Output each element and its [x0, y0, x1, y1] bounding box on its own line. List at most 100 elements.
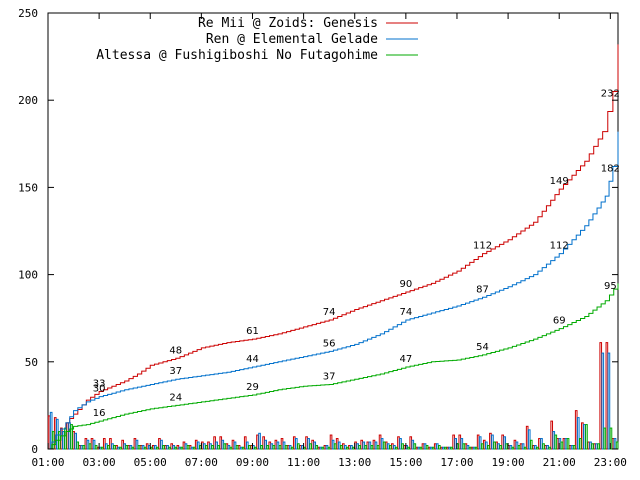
bar-s2-45 [327, 446, 331, 450]
bar-s2-61 [425, 445, 429, 450]
bar-s2-28 [223, 443, 227, 450]
bar-s2-63 [438, 445, 441, 450]
x-tick-label-1: 03:00 [83, 456, 116, 469]
bar-s2-34 [260, 445, 263, 450]
data-label-s2-0: 16 [93, 408, 106, 419]
series-line-1 [48, 131, 619, 450]
bar-s2-59 [413, 443, 417, 450]
legend: Re Mii @ Zoids: Genesis Ren @ Elemental … [96, 16, 418, 63]
bar-s2-46 [333, 443, 337, 450]
bar-s2-65 [450, 446, 453, 450]
x-tick-label-8: 17:00 [440, 456, 473, 469]
bar-s2-55 [388, 445, 392, 450]
data-label-s0-4: 90 [399, 279, 412, 290]
bar-s1-77 [521, 443, 525, 450]
bar-s1-7 [92, 439, 96, 450]
bar-s2-35 [266, 445, 270, 450]
bar-s2-48 [346, 446, 349, 450]
bar-s2-70 [480, 443, 484, 450]
bar-s2-76 [517, 445, 521, 450]
x-tick-label-7: 15:00 [389, 456, 422, 469]
data-label-s1-7: 182 [601, 163, 620, 174]
bar-s2-14 [137, 445, 141, 450]
bar-s2-27 [217, 445, 221, 450]
bar-s2-90 [603, 427, 607, 450]
x-tick-label-4: 09:00 [236, 456, 269, 469]
data-label-s0-6: 149 [550, 176, 569, 187]
bar-s2-9 [107, 445, 110, 450]
data-label-s1-0: 30 [93, 384, 106, 395]
y-tick-label-1: 50 [25, 356, 38, 369]
y-tick-label-5: 250 [18, 7, 38, 20]
bar-s1-14 [135, 439, 139, 450]
x-tick-label-2: 05:00 [134, 456, 167, 469]
bar-s2-12 [125, 445, 129, 450]
bar-s2-78 [529, 439, 533, 450]
x-tick-label-3: 07:00 [185, 456, 218, 469]
bar-s2-32 [248, 445, 251, 450]
x-tick-label-11: 23:00 [594, 456, 627, 469]
bar-s2-89 [597, 443, 601, 450]
data-label-s2-4: 47 [399, 354, 412, 365]
series-line-0 [48, 44, 619, 450]
bar-s2-4 [76, 441, 80, 450]
data-label-s0-7: 232 [601, 89, 620, 100]
series-line-2 [48, 283, 619, 450]
bar-s1-78 [527, 429, 531, 450]
bar-s2-64 [444, 446, 447, 450]
bar-s2-26 [211, 445, 214, 450]
data-label-s2-1: 24 [169, 392, 182, 403]
data-label-s0-2: 61 [246, 326, 259, 337]
bars-layer [47, 342, 619, 450]
bar-s2-88 [591, 443, 594, 450]
data-label-s1-3: 56 [323, 338, 336, 349]
y-tick-label-2: 100 [18, 269, 38, 282]
bar-s2-37 [278, 445, 282, 450]
bar-s2-11 [119, 446, 122, 450]
bar-s2-54 [382, 441, 386, 450]
bar-s2-69 [474, 446, 478, 450]
data-label-s2-2: 29 [246, 382, 259, 393]
data-label-s2-6: 69 [553, 316, 566, 327]
bar-s2-36 [272, 445, 276, 450]
bar-s2-50 [358, 445, 361, 450]
bar-s2-53 [376, 445, 380, 450]
y-tick-label-4: 200 [18, 94, 38, 107]
bar-s2-43 [315, 445, 319, 450]
bar-s1-35 [264, 439, 268, 450]
bar-s1-70 [478, 436, 482, 450]
bar-s2-17 [156, 446, 159, 450]
bar-s2-74 [505, 443, 509, 450]
bar-s1-91 [607, 352, 611, 450]
data-label-s2-5: 54 [476, 342, 489, 353]
bar-s2-38 [284, 445, 288, 450]
bar-s2-39 [290, 446, 294, 450]
bar-s1-4 [74, 432, 78, 450]
bar-s2-68 [468, 446, 472, 450]
bar-s1-18 [160, 439, 163, 450]
data-label-s1-4: 74 [399, 307, 412, 318]
bar-s2-79 [536, 446, 539, 450]
data-label-s0-1: 48 [169, 345, 182, 356]
data-label-s1-2: 44 [246, 354, 259, 365]
bar-s2-56 [395, 446, 398, 450]
bar-s2-75 [511, 446, 515, 450]
bar-s2-31 [241, 446, 245, 450]
bar-s2-77 [523, 446, 527, 450]
y-tick-label-3: 150 [18, 181, 38, 194]
bar-s2-62 [431, 446, 435, 450]
legend-label-2: Altessa @ Fushigiboshi No Futagohime [96, 48, 378, 63]
bar-s2-47 [339, 445, 343, 450]
bar-s2-10 [113, 445, 116, 450]
bar-s2-80 [542, 443, 545, 450]
legend-label-1: Ren @ Elemental Gelade [206, 32, 378, 47]
bar-s2-21 [180, 446, 184, 450]
bar-s2-22 [186, 445, 190, 450]
bar-s2-6 [88, 443, 92, 450]
bar-s2-84 [566, 438, 570, 450]
bar-s2-51 [364, 445, 368, 450]
bar-s2-15 [143, 446, 147, 450]
x-tick-label-10: 21:00 [543, 456, 576, 469]
bar-s2-3 [70, 424, 73, 450]
data-label-s1-5: 87 [476, 284, 489, 295]
